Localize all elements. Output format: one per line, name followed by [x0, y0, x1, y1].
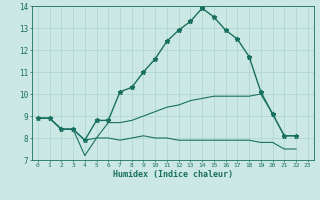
X-axis label: Humidex (Indice chaleur): Humidex (Indice chaleur)	[113, 170, 233, 179]
